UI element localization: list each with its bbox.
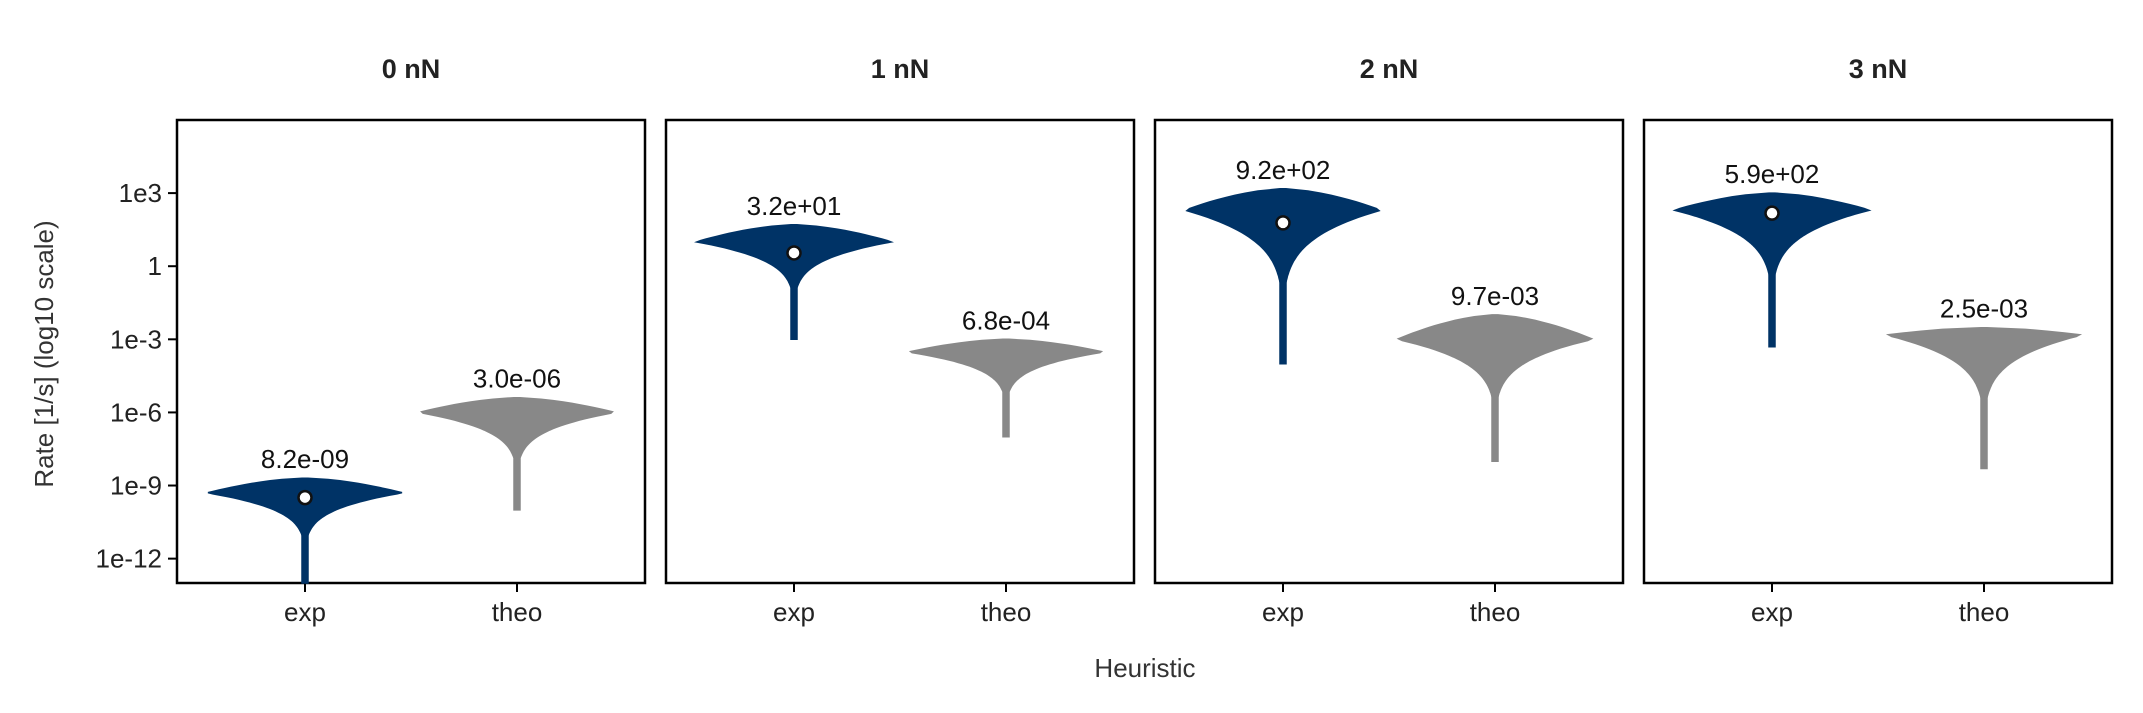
violin-value-label: 9.7e-03 xyxy=(1451,281,1539,311)
violin-theo xyxy=(908,338,1104,438)
violin-value-label: 6.8e-04 xyxy=(962,305,1050,335)
panel-title: 1 nN xyxy=(871,54,930,84)
violin-value-label: 5.9e+02 xyxy=(1725,159,1820,189)
panel-frame xyxy=(175,118,647,585)
panel-0: 0 nN 1e-12 1e-9 1e-6 1e-3 1 1e3 exp theo 8.2e-09 3… xyxy=(96,54,647,627)
violin-theo xyxy=(1396,314,1594,462)
panel-frame xyxy=(1153,118,1625,585)
panel-1: 1 nN exp theo 3.2e+01 6.8e-04 xyxy=(664,54,1136,627)
mean-marker xyxy=(786,245,802,261)
x-tick-label: exp xyxy=(773,597,815,627)
violin-exp xyxy=(694,224,894,341)
panels-group: 0 nN 1e-12 1e-9 1e-6 1e-3 1 1e3 exp theo 8.2e-09 3… xyxy=(96,54,2114,627)
panel-3: 3 nN exp theo 5.9e+02 2.5e-03 xyxy=(1642,54,2114,627)
y-tick-label: 1e3 xyxy=(119,178,162,208)
y-tick-label: 1e-6 xyxy=(110,397,162,427)
panel-title: 2 nN xyxy=(1360,54,1419,84)
x-tick-label: exp xyxy=(284,597,326,627)
violin-value-label: 2.5e-03 xyxy=(1940,294,2028,324)
violin-value-label: 3.2e+01 xyxy=(747,191,842,221)
mean-marker xyxy=(297,489,313,506)
panel-title: 3 nN xyxy=(1849,54,1908,84)
violin-exp xyxy=(1672,192,1872,348)
mean-marker xyxy=(1275,215,1291,231)
x-axis-label: Heuristic xyxy=(1094,653,1195,683)
x-tick-label: theo xyxy=(492,597,543,627)
panel-frame xyxy=(664,118,1136,585)
violin-exp xyxy=(207,477,403,584)
violin-value-label: 8.2e-09 xyxy=(261,444,349,474)
x-tick-label: exp xyxy=(1751,597,1793,627)
violin-exp xyxy=(1185,188,1381,365)
panel-frame xyxy=(1642,118,2114,585)
mean-marker xyxy=(1764,205,1780,221)
x-tick-label: theo xyxy=(1959,597,2010,627)
y-tick-label: 1 xyxy=(148,251,162,281)
violin-theo xyxy=(420,396,614,511)
x-tick-label: theo xyxy=(981,597,1032,627)
y-tick-label: 1e-9 xyxy=(110,471,162,501)
y-axis-label: Rate [1/s] (log10 scale) xyxy=(29,220,59,487)
x-tick-label: exp xyxy=(1262,597,1304,627)
x-tick-label: theo xyxy=(1470,597,1521,627)
y-tick-label: 1e-3 xyxy=(110,324,162,354)
violin-value-label: 3.0e-06 xyxy=(473,364,561,394)
violin-theo xyxy=(1885,326,2083,470)
violin-value-label: 9.2e+02 xyxy=(1236,155,1331,185)
y-tick-label: 1e-12 xyxy=(96,544,163,574)
panel-2: 2 nN exp theo 9.2e+02 9.7e-03 xyxy=(1153,54,1625,627)
panel-title: 0 nN xyxy=(382,54,441,84)
